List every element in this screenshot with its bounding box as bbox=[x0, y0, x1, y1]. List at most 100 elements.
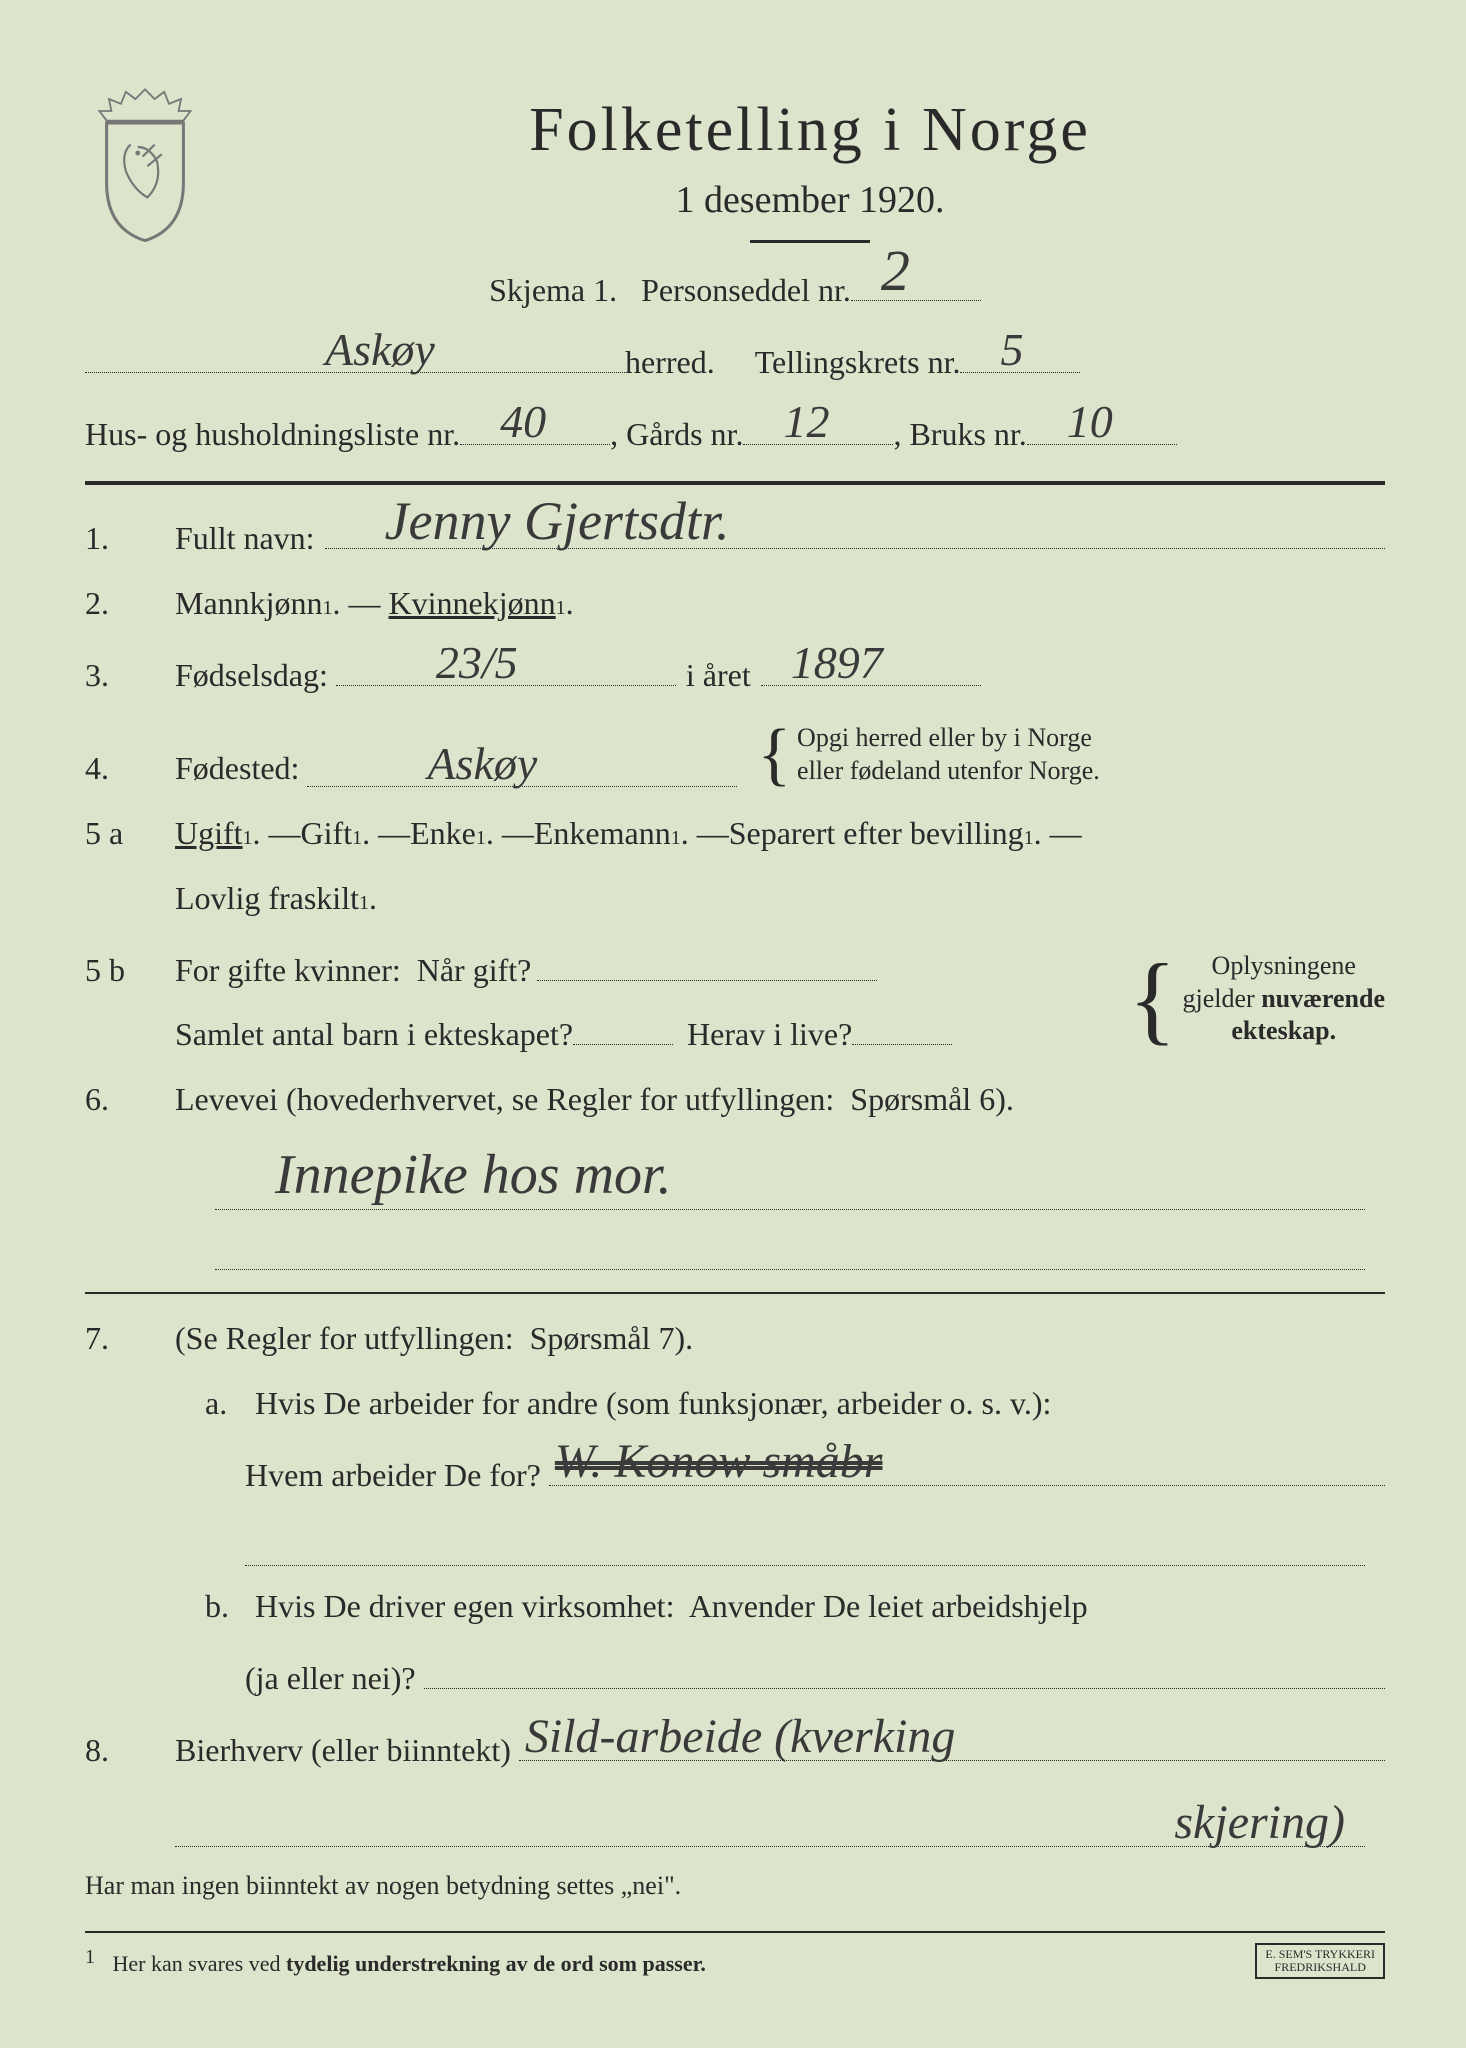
herred-value: Askøy bbox=[325, 323, 435, 376]
q5b-line1: 5 b For gifte kvinner: Når gift? bbox=[85, 945, 1109, 989]
q7a-label1: Hvis De arbeider for andre (som funksjon… bbox=[255, 1385, 1051, 1422]
q5a-sup3: 1 bbox=[671, 827, 681, 850]
q7b-line1: b. Hvis De driver egen virksomhet: Anven… bbox=[85, 1588, 1385, 1625]
q7a-line1: a. Hvis De arbeider for andre (som funks… bbox=[85, 1385, 1385, 1422]
q5a-d2: . — bbox=[486, 815, 534, 852]
q2-mann: Mannkjønn bbox=[175, 585, 323, 622]
q5b-note-text: Oplysningene gjelder nuværende ekteskap. bbox=[1183, 950, 1385, 1048]
q5b-line2: Samlet antal barn i ekteskapet? Herav i … bbox=[85, 1009, 1109, 1053]
q1-line: 1. Fullt navn: Jenny Gjertsdtr. bbox=[85, 513, 1385, 557]
personseddel-nr-field: 2 bbox=[851, 265, 981, 301]
q5b-note2: gjelder bbox=[1183, 984, 1262, 1013]
brace-icon: { bbox=[757, 727, 791, 783]
secondary-occupation-field-2: skjering) bbox=[175, 1797, 1365, 1847]
occupation-field: Innepike hos mor. bbox=[215, 1146, 1365, 1210]
tellingskrets-label: Tellingskrets nr. bbox=[715, 344, 961, 381]
form-header: Folketelling i Norge 1 desember 1920. bbox=[85, 95, 1385, 245]
q8-label: Bierhverv (eller biinntekt) bbox=[175, 1732, 511, 1769]
herred-line: Askøy herred. Tellingskrets nr. 5 bbox=[85, 337, 1385, 381]
q2-kvinne: Kvinnekjønn bbox=[389, 585, 556, 622]
q5a-d0: . — bbox=[253, 815, 301, 852]
herred-field: Askøy bbox=[85, 337, 625, 373]
husliste-label: Hus- og husholdningsliste nr. bbox=[85, 416, 460, 453]
q8-num: 8. bbox=[85, 1732, 175, 1769]
birthplace-value: Askøy bbox=[427, 737, 537, 790]
q5a-sup2: 1 bbox=[476, 827, 486, 850]
q5b-note: { Oplysningene gjelder nuværende ekteska… bbox=[1129, 950, 1385, 1048]
q5a-opt0: Ugift bbox=[175, 815, 243, 852]
divider-thick-1 bbox=[85, 481, 1385, 485]
footer-note: Har man ingen biinntekt av nogen betydni… bbox=[85, 1871, 1385, 1901]
q4-note-line2: eller fødeland utenfor Norge. bbox=[797, 756, 1100, 785]
q3-line: 3. Fødselsdag: 23/5 i året 1897 bbox=[85, 650, 1385, 694]
birthday-field: 23/5 bbox=[336, 650, 676, 686]
q5a-opt3: Enkemann bbox=[534, 815, 671, 852]
q5a-tail: Lovlig fraskilt bbox=[175, 880, 359, 917]
q4-line: 4. Fødested: Askøy { Opgi herred eller b… bbox=[85, 722, 1385, 787]
printer-stamp: E. SEM'S TRYKKERI FREDRIKSHALD bbox=[1255, 1943, 1385, 1979]
q4-num: 4. bbox=[85, 750, 175, 787]
herred-label: herred. bbox=[625, 344, 715, 381]
q1-label: Fullt navn: bbox=[175, 520, 315, 557]
q5b-note3: ekteskap. bbox=[1231, 1016, 1336, 1045]
q2-sup1: 1 bbox=[323, 597, 333, 620]
secondary-occupation-value: Sild-arbeide (kverking bbox=[525, 1709, 956, 1764]
q5a-sup5: 1 bbox=[359, 892, 369, 915]
q6-line: 6. Levevei (hovederhvervet, se Regler fo… bbox=[85, 1081, 1385, 1118]
q8-line: 8. Bierhverv (eller biinntekt) Sild-arbe… bbox=[85, 1725, 1385, 1769]
husliste-line: Hus- og husholdningsliste nr. 40 , Gårds… bbox=[85, 409, 1385, 453]
employer-field: W. Konow småbr bbox=[549, 1450, 1385, 1486]
birthyear-value: 1897 bbox=[791, 636, 883, 689]
q7b-label1: Hvis De driver egen virksomhet: Anvender… bbox=[255, 1588, 1088, 1625]
q4-label: Fødested: bbox=[175, 750, 299, 787]
q5a-dot: . bbox=[369, 880, 377, 917]
q4-note-line1: Opgi herred eller by i Norge bbox=[797, 723, 1092, 752]
bruks-label: , Bruks nr. bbox=[893, 416, 1026, 453]
children-total-field bbox=[573, 1009, 673, 1045]
fullname-value: Jenny Gjertsdtr. bbox=[385, 490, 730, 552]
q5b-label2: Samlet antal barn i ekteskapet? bbox=[175, 1016, 573, 1053]
employer-field-2 bbox=[245, 1522, 1365, 1566]
q5a-line: 5 a Ugift1. — Gift1. — Enke1. — Enkemann… bbox=[85, 815, 1385, 852]
q2-dot: . bbox=[566, 585, 574, 622]
q5a-opt4: Separert efter bevilling bbox=[729, 815, 1024, 852]
title-rule bbox=[750, 240, 870, 243]
title-main: Folketelling i Norge bbox=[235, 95, 1385, 166]
q5a-num: 5 a bbox=[85, 815, 175, 852]
stamp-line2: FREDRIKSHALD bbox=[1265, 1961, 1375, 1974]
q5b-note2b: nuværende bbox=[1261, 984, 1385, 1013]
q2-line: 2. Mannkjønn1 . — Kvinnekjønn1. bbox=[85, 585, 1385, 622]
gards-field: 12 bbox=[743, 409, 893, 445]
q5b-label1: For gifte kvinner: Når gift? bbox=[175, 952, 531, 989]
skjema-line: Skjema 1. Personseddel nr. 2 bbox=[85, 265, 1385, 309]
q4-note-text: Opgi herred eller by i Norge eller fødel… bbox=[797, 722, 1100, 787]
q5b-block: 5 b For gifte kvinner: Når gift? Samlet … bbox=[85, 945, 1385, 1053]
brace-icon-2: { bbox=[1129, 959, 1177, 1039]
q2-dash: . — bbox=[333, 585, 389, 622]
q3-year-label: i året bbox=[676, 657, 761, 694]
occupation-field-2 bbox=[215, 1220, 1365, 1270]
q5a-d4: . — bbox=[1034, 815, 1082, 852]
q7-label: (Se Regler for utfyllingen: Spørsmål 7). bbox=[175, 1320, 693, 1357]
q7a-line2: Hvem arbeider De for? W. Konow småbr bbox=[85, 1450, 1385, 1494]
q5a-sup4: 1 bbox=[1024, 827, 1034, 850]
coat-of-arms-icon bbox=[85, 85, 205, 245]
tellingskrets-field: 5 bbox=[960, 337, 1080, 373]
census-form: Folketelling i Norge 1 desember 1920. Sk… bbox=[85, 95, 1385, 1979]
q5a-opt2: Enke bbox=[410, 815, 476, 852]
tellingskrets-value: 5 bbox=[1000, 323, 1023, 376]
divider-thin-1 bbox=[85, 1292, 1385, 1294]
q5a-line2: Lovlig fraskilt1. bbox=[85, 880, 1385, 917]
q5b-note1: Oplysningene bbox=[1212, 951, 1356, 980]
husliste-value: 40 bbox=[500, 395, 546, 448]
bruks-value: 10 bbox=[1067, 395, 1113, 448]
q7b-line2: (ja eller nei)? bbox=[85, 1653, 1385, 1697]
q5a-d3: . — bbox=[681, 815, 729, 852]
q5a-opt1: Gift bbox=[301, 815, 353, 852]
q7-num: 7. bbox=[85, 1320, 175, 1357]
children-alive-field bbox=[852, 1009, 952, 1045]
husliste-field: 40 bbox=[460, 409, 610, 445]
q6-num: 6. bbox=[85, 1081, 175, 1118]
secondary-occupation-field: Sild-arbeide (kverking bbox=[519, 1725, 1385, 1761]
q5b-label3: Herav i live? bbox=[673, 1016, 852, 1053]
